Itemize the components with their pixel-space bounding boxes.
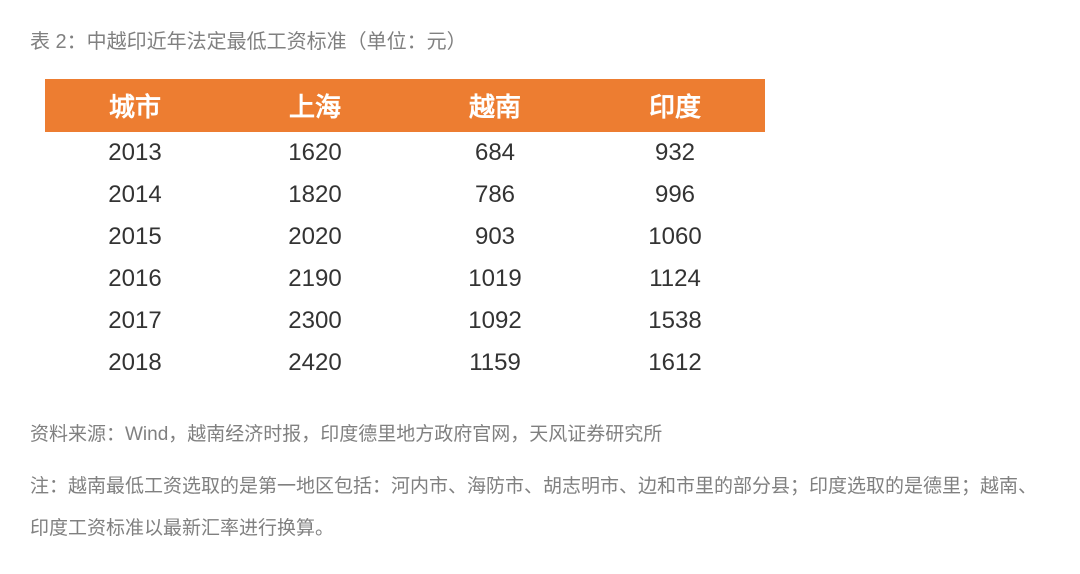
- col-header-vietnam: 越南: [405, 79, 585, 132]
- cell: 1092: [405, 300, 585, 342]
- cell: 1019: [405, 258, 585, 300]
- col-header-india: 印度: [585, 79, 765, 132]
- cell: 932: [585, 132, 765, 174]
- cell: 2300: [225, 300, 405, 342]
- cell: 1820: [225, 174, 405, 216]
- cell: 1538: [585, 300, 765, 342]
- cell: 903: [405, 216, 585, 258]
- cell: 2020: [225, 216, 405, 258]
- minimum-wage-table: 城市 上海 越南 印度 2013 1620 684 932 2014 1820 …: [45, 79, 765, 384]
- col-header-city: 城市: [45, 79, 225, 132]
- cell: 2420: [225, 342, 405, 384]
- cell: 996: [585, 174, 765, 216]
- table-row: 2017 2300 1092 1538: [45, 300, 765, 342]
- table-row: 2014 1820 786 996: [45, 174, 765, 216]
- cell: 684: [405, 132, 585, 174]
- data-source: 资料来源：Wind，越南经济时报，印度德里地方政府官网，天风证券研究所: [30, 414, 1050, 456]
- cell: 786: [405, 174, 585, 216]
- col-header-shanghai: 上海: [225, 79, 405, 132]
- cell: 2190: [225, 258, 405, 300]
- cell: 2016: [45, 258, 225, 300]
- cell: 2013: [45, 132, 225, 174]
- cell: 2014: [45, 174, 225, 216]
- cell: 1620: [225, 132, 405, 174]
- cell: 2018: [45, 342, 225, 384]
- cell: 1124: [585, 258, 765, 300]
- table-row: 2013 1620 684 932: [45, 132, 765, 174]
- table-row: 2018 2420 1159 1612: [45, 342, 765, 384]
- footnote: 注：越南最低工资选取的是第一地区包括：河内市、海防市、胡志明市、边和市里的部分县…: [30, 466, 1050, 550]
- table-row: 2015 2020 903 1060: [45, 216, 765, 258]
- cell: 1159: [405, 342, 585, 384]
- cell: 1612: [585, 342, 765, 384]
- table-row: 2016 2190 1019 1124: [45, 258, 765, 300]
- cell: 2017: [45, 300, 225, 342]
- cell: 2015: [45, 216, 225, 258]
- cell: 1060: [585, 216, 765, 258]
- table-title: 表 2：中越印近年法定最低工资标准（单位：元）: [30, 25, 1050, 54]
- table-header-row: 城市 上海 越南 印度: [45, 79, 765, 132]
